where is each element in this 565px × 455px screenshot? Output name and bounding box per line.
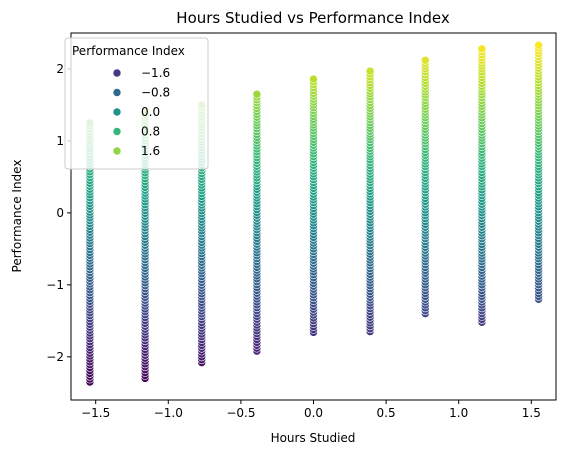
legend-marker: [112, 107, 122, 117]
data-point: [420, 55, 430, 65]
legend-marker: [112, 127, 122, 136]
legend-marker: [112, 88, 122, 97]
y-tick-label: 0: [56, 206, 64, 220]
x-tick-label: 0.5: [377, 406, 396, 420]
data-point: [252, 89, 262, 99]
x-axis-ticks: −1.5 −1.0 −0.5 0.0 0.5 1.0 1.5: [81, 400, 541, 420]
legend-label: 1.6: [141, 144, 160, 158]
data-point: [477, 44, 487, 54]
data-point: [309, 74, 318, 84]
legend-marker: [112, 146, 122, 156]
x-tick-label: −1.5: [81, 406, 110, 420]
x-tick-label: 0.0: [304, 406, 323, 420]
legend-label: 0.0: [141, 105, 160, 119]
x-tick-label: 1.0: [449, 406, 468, 420]
y-tick-label: 2: [56, 62, 64, 76]
x-tick-label: −0.5: [226, 406, 255, 420]
legend-title: Performance Index: [72, 44, 185, 58]
legend-label: −1.6: [141, 66, 170, 80]
legend-marker: [112, 68, 122, 78]
data-point: [365, 66, 375, 76]
data-point: [534, 40, 543, 50]
legend-label: 0.8: [141, 125, 160, 139]
legend: Performance Index −1.6 −0.8 0.0 0.8 1.6: [64, 37, 209, 170]
y-tick-label: 1: [56, 134, 64, 148]
legend-label: −0.8: [141, 86, 170, 100]
y-axis-label: Performance Index: [10, 160, 24, 273]
y-tick-label: −1: [46, 278, 64, 292]
x-tick-label: 1.5: [522, 406, 541, 420]
y-axis-ticks: −2 −1 0 1 2: [46, 62, 71, 364]
y-tick-label: −2: [46, 350, 64, 364]
legend-box: [64, 37, 209, 170]
x-axis-label: Hours Studied: [271, 431, 356, 445]
chart-title: Hours Studied vs Performance Index: [176, 9, 450, 27]
x-tick-label: −1.0: [154, 406, 183, 420]
